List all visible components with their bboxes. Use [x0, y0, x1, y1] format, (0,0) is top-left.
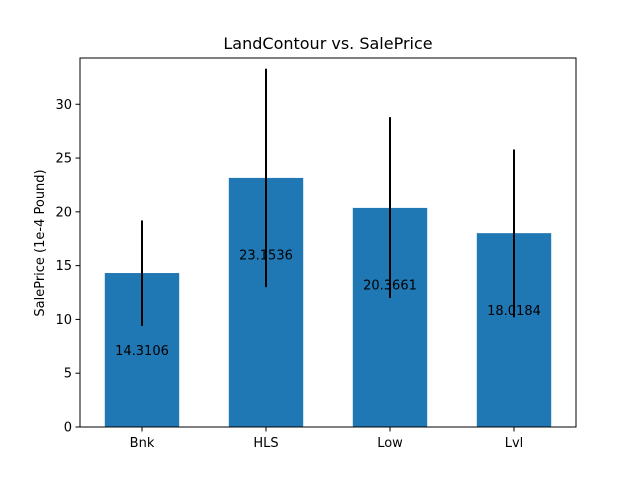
data-label-low: 20.3661: [363, 279, 417, 294]
y-tick-label-30: 30: [55, 98, 72, 113]
data-label-hls: 23.1536: [239, 249, 293, 264]
axes-frame: [79, 57, 577, 428]
x-tick-label-bnk: Bnk: [130, 436, 155, 451]
chart-title: LandContour vs. SalePrice: [223, 34, 432, 53]
y-tick-label-0: 0: [64, 421, 72, 436]
data-label-bnk: 14.3106: [115, 344, 169, 359]
plot-area: 14.3106 Bnk 23.1536 HLS 20.3661 Low 18.0184 Lvl…: [55, 57, 577, 451]
x-tick-label-low: Low: [377, 436, 403, 451]
y-axis-label: SalePrice (1e-4 Pound): [33, 169, 48, 316]
y-tick-label-20: 20: [55, 205, 72, 220]
data-label-lvl: 18.0184: [487, 304, 541, 319]
y-tick-label-25: 25: [55, 152, 72, 167]
x-tick-label-lvl: Lvl: [505, 436, 524, 451]
y-tick-label-10: 10: [55, 313, 72, 328]
y-tick-label-15: 15: [55, 259, 72, 274]
y-tick-label-5: 5: [64, 367, 72, 382]
x-tick-label-hls: HLS: [253, 436, 278, 451]
